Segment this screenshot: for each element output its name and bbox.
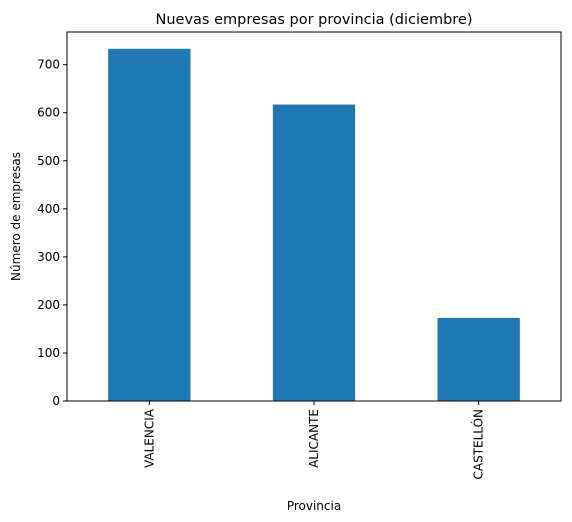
bar-castellón [437, 317, 520, 401]
y-tick-label: 0 [52, 394, 60, 408]
bar-alicante [272, 104, 356, 401]
y-tick-label: 200 [37, 298, 60, 312]
chart-title: Nuevas empresas por provincia (diciembre… [155, 12, 472, 28]
plot-frame [66, 31, 562, 402]
y-axis-title: Número de empresas [9, 152, 23, 281]
y-axis: 0 100 200 300 400 500 600 700 [37, 58, 67, 408]
x-tick-label: ALICANTE [307, 409, 321, 468]
y-tick-label: 100 [37, 346, 60, 360]
bar-valencia [108, 48, 191, 401]
y-tick-label: 400 [37, 202, 60, 216]
y-tick-label: 600 [37, 106, 60, 120]
y-tick-label: 700 [37, 58, 60, 72]
bars-group [108, 48, 520, 401]
y-tick-label: 500 [37, 154, 60, 168]
x-tick-label: CASTELLÓN [471, 409, 486, 479]
y-tick-label: 300 [37, 250, 60, 264]
x-axis-title: Provincia [287, 499, 341, 513]
x-tick-label: VALENCIA [142, 408, 156, 468]
x-axis: VALENCIA ALICANTE CASTELLÓN [142, 401, 486, 479]
